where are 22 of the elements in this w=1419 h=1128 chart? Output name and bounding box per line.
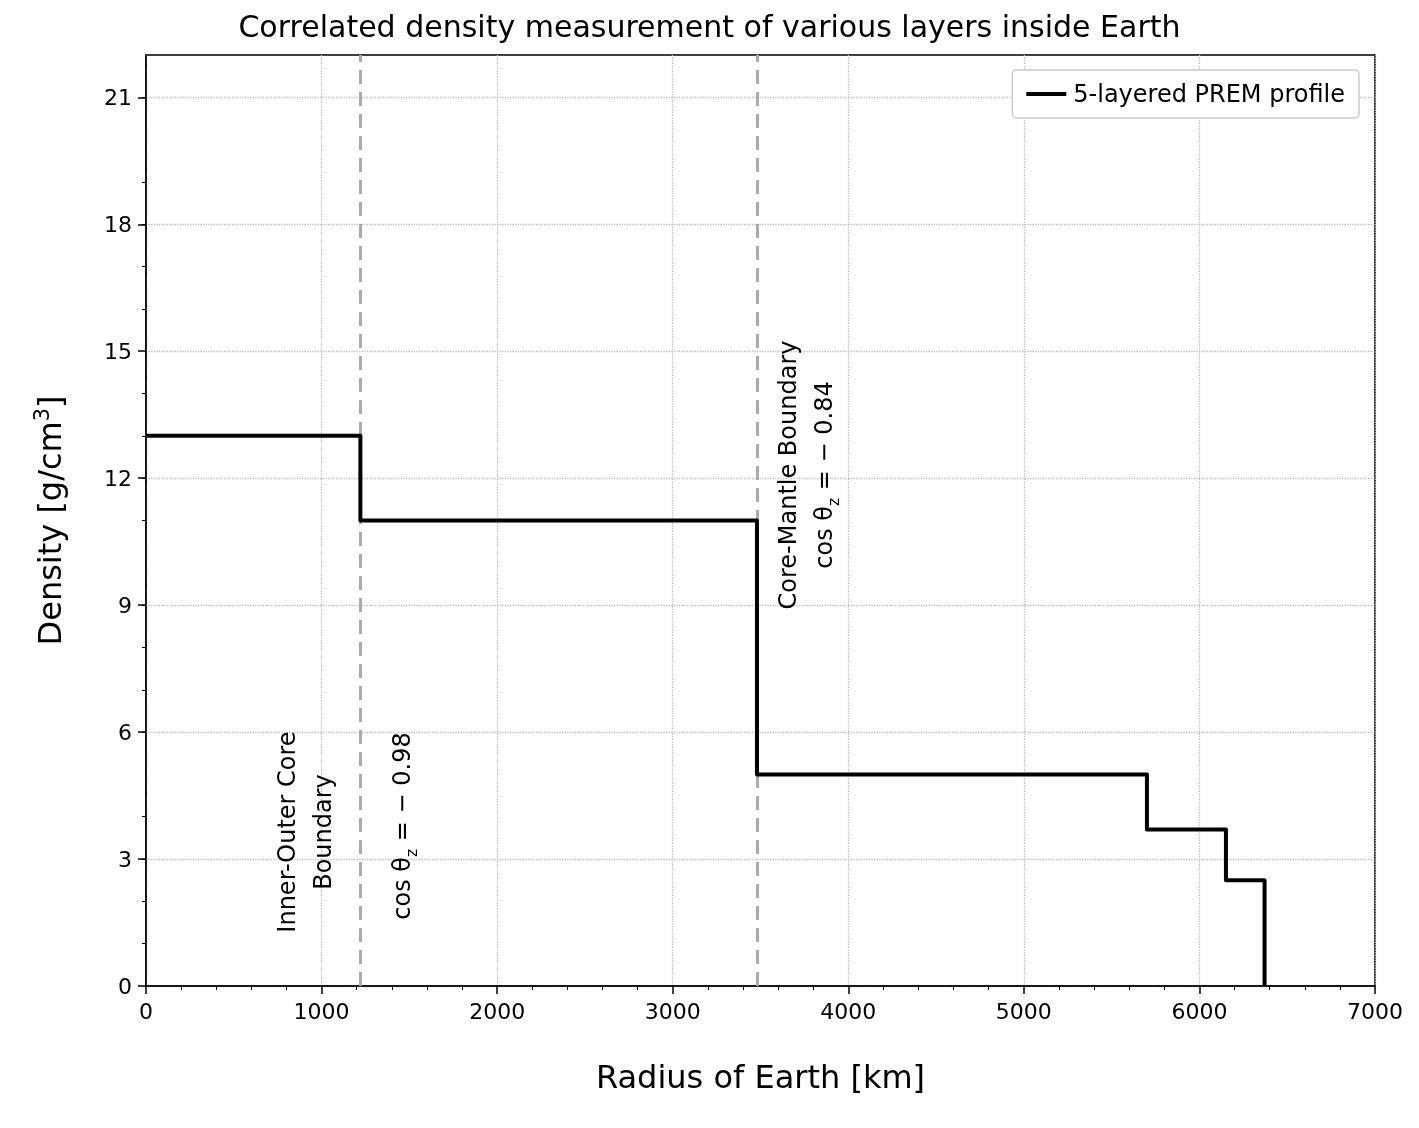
y-tick-label: 0	[118, 973, 132, 999]
x-tick-label: 2000	[469, 998, 526, 1024]
x-tick-label: 5000	[995, 998, 1052, 1024]
ref-line-label: Inner-Outer Core Boundary	[273, 731, 338, 933]
x-tick-label: 6000	[1171, 998, 1228, 1024]
y-tick-label: 12	[104, 465, 132, 491]
x-axis-title: Radius of Earth [km]	[595, 1058, 926, 1096]
x-tick-label: 1000	[293, 998, 350, 1024]
chart-title: Correlated density measurement of various layers inside Earth	[238, 8, 1181, 44]
x-tick-label: 7000	[1347, 998, 1403, 1024]
y-tick-label: 6	[118, 719, 132, 745]
y-tick-label: 18	[104, 211, 132, 237]
y-tick-label: 21	[104, 84, 132, 110]
x-tick-label: 0	[139, 998, 153, 1024]
y-axis-title: Density [g/cm3]	[29, 395, 69, 646]
x-tick-label: 3000	[644, 998, 701, 1024]
y-tick-label: 15	[104, 338, 132, 364]
x-tick-label: 4000	[820, 998, 877, 1024]
annotation: cos θz = − 0.98	[388, 732, 421, 920]
legend-label: 5-layered PREM profile	[1073, 80, 1345, 108]
y-tick-label: 3	[118, 846, 132, 872]
y-tick-label: 9	[118, 592, 132, 618]
